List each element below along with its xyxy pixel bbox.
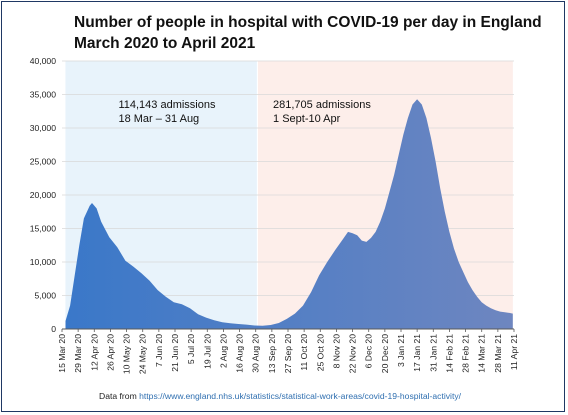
hospital-occupancy-area bbox=[65, 99, 513, 329]
x-tick-label-20: 20 Dec 20 bbox=[380, 334, 390, 373]
region-2-label-1: 281,705 admissions bbox=[273, 99, 371, 111]
y-tick-labels: 0 5,000 10,000 15,000 20,000 25,000 30,000 35,0… bbox=[30, 56, 57, 334]
area-series bbox=[65, 99, 513, 329]
y-tick-label-3: 15,000 bbox=[30, 224, 57, 234]
y-tick-label-8: 40,000 bbox=[30, 56, 57, 66]
x-tick-label-5: 24 May 20 bbox=[138, 334, 148, 374]
source-note: Data from https://www.england.nhs.uk/sta… bbox=[99, 391, 461, 401]
x-tick-label-24: 14 Feb 21 bbox=[444, 334, 454, 373]
annotations: 114,143 admissions 18 Mar – 31 Aug 281,705… bbox=[118, 99, 371, 125]
x-tick-label-13: 13 Sep 20 bbox=[267, 334, 277, 373]
y-tick-label-6: 30,000 bbox=[30, 123, 57, 133]
x-tick-label-19: 6 Dec 20 bbox=[364, 334, 374, 369]
x-tick-label-10: 2 Aug 20 bbox=[218, 334, 228, 368]
chart-title-line-2: March 2020 to April 2021 bbox=[74, 35, 256, 52]
x-tick-label-0: 15 Mar 20 bbox=[57, 334, 67, 373]
x-tick-label-8: 5 Jul 20 bbox=[186, 334, 196, 364]
chart-title-line-1: Number of people in hospital with COVID-… bbox=[74, 14, 542, 31]
x-tick-label-23: 31 Jan 21 bbox=[428, 334, 438, 372]
x-tick-label-9: 19 Jul 20 bbox=[202, 334, 212, 369]
x-tick-label-26: 14 Mar 21 bbox=[477, 334, 487, 373]
region-1-label-1: 114,143 admissions bbox=[118, 99, 216, 111]
x-tick-label-3: 26 Apr 20 bbox=[105, 334, 115, 371]
x-tick-label-18: 22 Nov 20 bbox=[348, 334, 358, 373]
x-tick-label-4: 10 May 20 bbox=[122, 334, 132, 374]
y-tick-label-1: 5,000 bbox=[34, 291, 56, 301]
x-tick-label-15: 11 Oct 20 bbox=[299, 334, 309, 371]
x-tick-label-2: 12 Apr 20 bbox=[89, 334, 99, 371]
x-tick-label-6: 7 Jun 20 bbox=[154, 334, 164, 367]
x-tick-label-7: 21 Jun 20 bbox=[170, 334, 180, 372]
x-tick-label-12: 30 Aug 20 bbox=[251, 334, 261, 373]
x-tick-label-11: 16 Aug 20 bbox=[235, 334, 245, 373]
y-tick-label-4: 20,000 bbox=[30, 190, 57, 200]
source-prefix: Data from bbox=[99, 391, 137, 401]
x-tick-label-1: 29 Mar 20 bbox=[73, 334, 83, 373]
x-tick-label-14: 27 Sep 20 bbox=[283, 334, 293, 373]
x-tick-label-22: 17 Jan 21 bbox=[412, 334, 422, 372]
x-tick-label-28: 11 Apr 21 bbox=[509, 334, 519, 370]
x-tick-label-25: 28 Feb 21 bbox=[461, 334, 471, 373]
axes bbox=[61, 328, 515, 332]
x-tick-label-21: 3 Jan 21 bbox=[396, 334, 406, 367]
chart-title: Number of people in hospital with COVID-… bbox=[74, 12, 542, 54]
y-tick-label-5: 25,000 bbox=[30, 157, 57, 167]
y-tick-label-2: 10,000 bbox=[30, 257, 57, 267]
x-tick-label-17: 8 Nov 20 bbox=[331, 334, 341, 369]
x-tick-labels: 15 Mar 20 29 Mar 20 12 Apr 20 26 Apr 20 10 M… bbox=[57, 334, 519, 374]
x-tick-label-27: 28 Mar 21 bbox=[493, 334, 503, 373]
x-tick-label-16: 25 Oct 20 bbox=[315, 334, 325, 371]
region-1-label-2: 18 Mar – 31 Aug bbox=[118, 113, 199, 125]
y-tick-label-7: 35,000 bbox=[30, 90, 57, 100]
y-tick-label-0: 0 bbox=[51, 324, 56, 334]
source-link[interactable]: https://www.england.nhs.uk/statistics/st… bbox=[139, 391, 462, 401]
region-2-label-2: 1 Sept-10 Apr bbox=[273, 113, 341, 125]
